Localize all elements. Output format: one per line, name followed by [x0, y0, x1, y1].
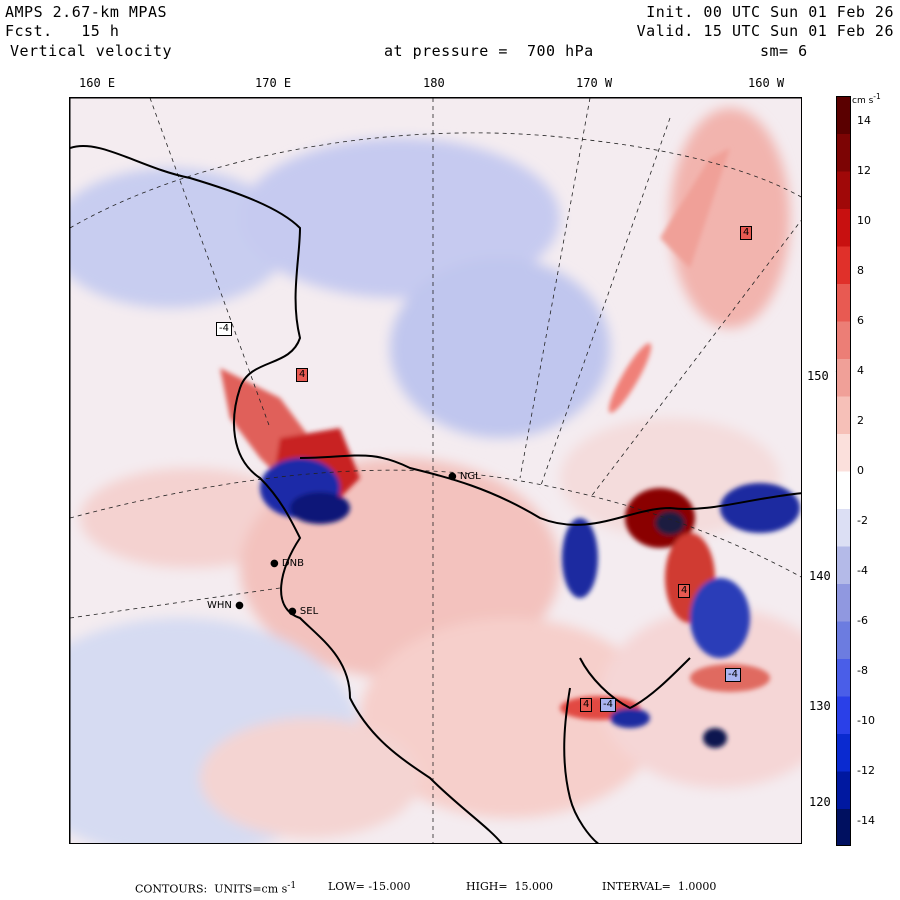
colorbar-segment: [836, 396, 851, 434]
extremum-box: 4: [580, 698, 593, 712]
forecast-hour: Fcst. 15 h: [5, 22, 120, 40]
footer-interval: INTERVAL= 1.0000: [602, 880, 717, 893]
footer-units-exponent: -1: [287, 880, 297, 891]
footer-units: CONTOURS: UNITS=cm s-1: [135, 880, 296, 896]
colorbar-segment: [836, 583, 851, 622]
lat-label-150w: 150 W: [806, 369, 845, 383]
colorbar-tick-label: 6: [857, 314, 864, 327]
colorbar-tick-label: -6: [857, 614, 868, 627]
colorbar-tick-label: 2: [857, 414, 864, 427]
colorbar-tick-label: 14: [857, 114, 871, 127]
colorbar-segment: [836, 246, 851, 284]
station-ngl-label: NGL: [459, 471, 481, 482]
colorbar-segment: [836, 358, 851, 397]
colorbar-tick-label: -10: [857, 714, 875, 727]
colorbar-segment: [836, 283, 851, 322]
colorbar-segment: [836, 171, 851, 209]
colorbar-unit-exponent: -1: [873, 92, 881, 101]
colorbar-border: [836, 96, 851, 846]
colorbar-tick-label: 8: [857, 264, 864, 277]
extremum-box: -4: [725, 668, 741, 682]
colorbar-segment: [836, 208, 851, 247]
colorbar-tick-label: 0: [857, 464, 864, 477]
colorbar-segment: [836, 771, 851, 809]
lon-label-170e: 170 E: [255, 76, 292, 90]
footer-high: HIGH= 15.000: [466, 880, 554, 893]
valid-time: Valid. 15 UTC Sun 01 Feb 26: [636, 22, 894, 40]
footer-units-text: CONTOURS: UNITS=cm s: [135, 882, 288, 896]
coastline: [70, 145, 801, 843]
station-dnb: ● DNB: [270, 558, 304, 569]
colorbar-segment: [836, 546, 851, 584]
colorbar-segment: [836, 433, 851, 472]
colorbar-tick-label: -8: [857, 664, 868, 677]
variable-name: Vertical velocity: [10, 42, 173, 60]
colorbar-tick-label: 12: [857, 164, 871, 177]
colorbar-unit-text: cm s: [852, 96, 874, 106]
colorbar-tick-label: 4: [857, 364, 864, 377]
colorbar-segment: [836, 471, 851, 509]
extremum-box: 4: [678, 584, 691, 598]
colorbar-segment: [836, 733, 851, 772]
colorbar-segment: [836, 321, 851, 359]
graticule: [70, 98, 801, 843]
colorbar-segment: [836, 96, 851, 134]
extremum-box: -4: [216, 322, 232, 336]
extremum-box: -4: [600, 698, 616, 712]
map-svg: [70, 98, 801, 843]
extremum-box: 4: [740, 226, 753, 240]
station-sel-label: SEL: [299, 606, 319, 617]
pressure-level: at pressure = 700 hPa: [384, 42, 594, 60]
lon-label-180: 180: [423, 76, 445, 90]
smoothing: sm= 6: [760, 42, 808, 60]
model-title: AMPS 2.67-km MPAS: [5, 3, 168, 21]
lon-label-160w: 160 W: [748, 76, 785, 90]
lon-label-170w: 170 W: [576, 76, 613, 90]
colorbar-segment: [836, 621, 851, 659]
station-whn-label: WHN: [207, 600, 232, 611]
colorbar-segment: [836, 658, 851, 697]
colorbar-tick-label: -12: [857, 764, 875, 777]
colorbar-segment: [836, 808, 851, 846]
station-whn: WHN ●: [207, 600, 244, 611]
colorbar-tick-label: -14: [857, 814, 875, 827]
colorbar-unit: cm s-1: [852, 92, 881, 106]
station-sel: ● SEL: [288, 606, 319, 617]
map-panel: ● NGL ● DNB WHN ● ● SEL -4 4 4 4 -4 4 -4: [69, 97, 802, 844]
colorbar-segment: [836, 696, 851, 734]
colorbar-tick-label: -4: [857, 564, 868, 577]
station-dnb-label: DNB: [281, 558, 304, 569]
colorbar-segment: [836, 133, 851, 172]
colorbar-segment: [836, 508, 851, 547]
colorbar: [836, 96, 851, 846]
colorbar-tick-label: -2: [857, 514, 868, 527]
footer-low: LOW= -15.000: [328, 880, 411, 893]
station-ngl: ● NGL: [448, 471, 481, 482]
extremum-box: 4: [296, 368, 309, 382]
lon-label-160e: 160 E: [79, 76, 116, 90]
colorbar-tick-label: 10: [857, 214, 871, 227]
init-time: Init. 00 UTC Sun 01 Feb 26: [646, 3, 894, 21]
